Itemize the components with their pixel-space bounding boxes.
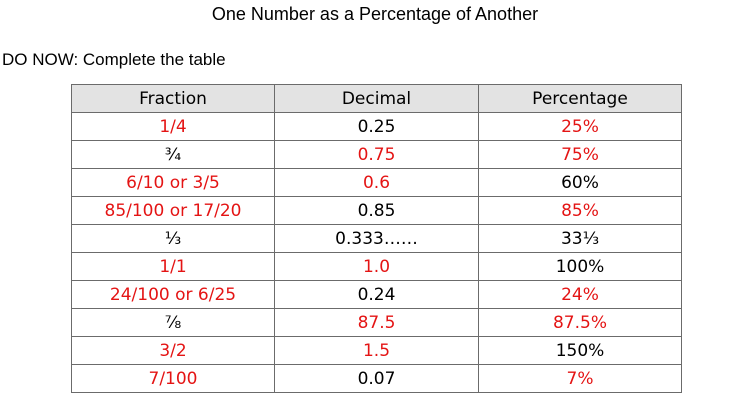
decimal-cell: 0.75 <box>274 140 479 169</box>
table-header-row: Fraction Decimal Percentage <box>71 84 682 113</box>
decimal-cell: 87.5 <box>274 308 479 337</box>
table-row: 7/100 0.07 7% <box>71 364 682 393</box>
table-row: 3/2 1.5 150% <box>71 336 682 365</box>
percentage-cell: 33⅓ <box>478 224 682 253</box>
header-percentage: Percentage <box>478 84 682 113</box>
percentage-cell: 25% <box>478 112 682 141</box>
header-decimal: Decimal <box>274 84 479 113</box>
fraction-cell: 3/2 <box>71 336 275 365</box>
fraction-cell: 1/1 <box>71 252 275 281</box>
decimal-cell: 0.24 <box>274 280 479 309</box>
percentage-cell: 150% <box>478 336 682 365</box>
decimal-cell: 0.333…… <box>274 224 479 253</box>
page-title: One Number as a Percentage of Another <box>211 4 539 24</box>
decimal-cell: 0.85 <box>274 196 479 225</box>
table-row: 6/10 or 3/5 0.6 60% <box>71 168 682 197</box>
instruction-text: DO NOW: Complete the table <box>2 50 226 69</box>
table-row: 1/1 1.0 100% <box>71 252 682 281</box>
decimal-cell: 1.0 <box>274 252 479 281</box>
percentage-cell: 87.5% <box>478 308 682 337</box>
fraction-cell: 85/100 or 17/20 <box>71 196 275 225</box>
fraction-cell: 1/4 <box>71 112 275 141</box>
percentage-cell: 85% <box>478 196 682 225</box>
percentage-cell: 75% <box>478 140 682 169</box>
table-row: ⅞ 87.5 87.5% <box>71 308 682 337</box>
percentage-cell: 100% <box>478 252 682 281</box>
conversion-table: Fraction Decimal Percentage 1/4 0.25 25% ¾ 0… <box>71 84 682 393</box>
percentage-cell: 7% <box>478 364 682 393</box>
header-fraction: Fraction <box>71 84 275 113</box>
fraction-cell: ⅞ <box>71 308 275 337</box>
percentage-cell: 24% <box>478 280 682 309</box>
decimal-cell: 0.07 <box>274 364 479 393</box>
decimal-cell: 1.5 <box>274 336 479 365</box>
table-row: 24/100 or 6/25 0.24 24% <box>71 280 682 309</box>
fraction-cell: ⅓ <box>71 224 275 253</box>
decimal-cell: 0.25 <box>274 112 479 141</box>
fraction-cell: ¾ <box>71 140 275 169</box>
decimal-cell: 0.6 <box>274 168 479 197</box>
fraction-cell: 7/100 <box>71 364 275 393</box>
table-body: 1/4 0.25 25% ¾ 0.75 75% 6/10 or 3/5 0.6 60% 85/10… <box>71 112 682 393</box>
table-row: 85/100 or 17/20 0.85 85% <box>71 196 682 225</box>
table-row: ⅓ 0.333…… 33⅓ <box>71 224 682 253</box>
fraction-cell: 6/10 or 3/5 <box>71 168 275 197</box>
percentage-cell: 60% <box>478 168 682 197</box>
table-row: ¾ 0.75 75% <box>71 140 682 169</box>
fraction-cell: 24/100 or 6/25 <box>71 280 275 309</box>
table-row: 1/4 0.25 25% <box>71 112 682 141</box>
